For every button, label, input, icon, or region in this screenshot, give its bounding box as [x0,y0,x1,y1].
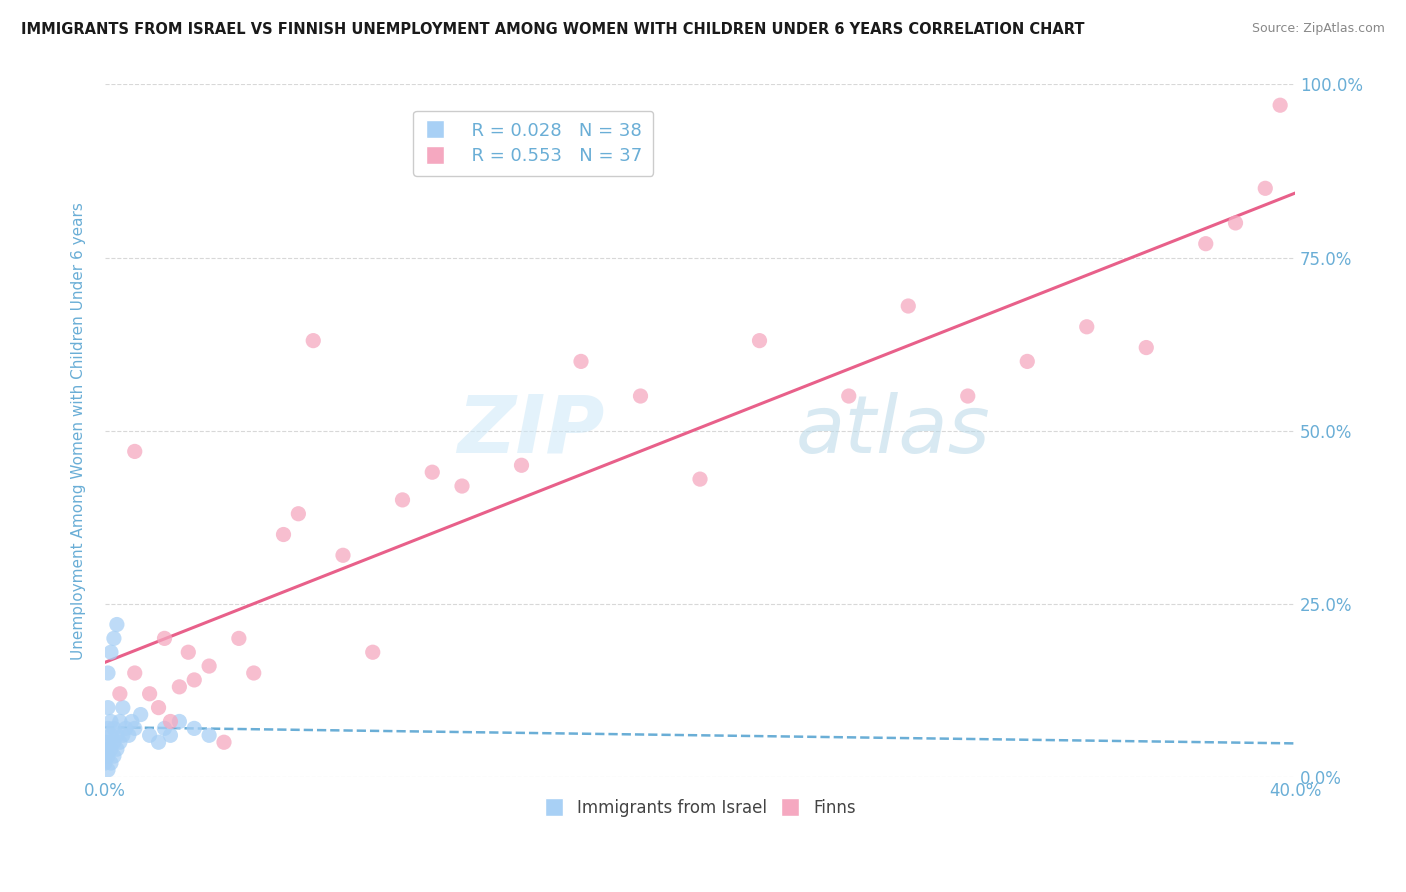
Point [129,707,152,722]
Point [391,492,413,507]
Point [124,665,146,680]
Point [228,632,250,646]
Point [121,714,143,729]
Text: ZIP: ZIP [457,392,605,470]
Point [1195,236,1218,251]
Point [897,299,920,313]
Point [183,722,205,736]
Point [510,458,533,473]
Point [287,507,309,521]
Point [420,465,443,479]
Point [183,673,205,687]
Point [212,735,235,749]
Text: atlas: atlas [796,392,990,470]
Point [100,728,122,742]
Point [103,632,125,646]
Point [105,617,128,632]
Y-axis label: Unemployment Among Women with Children Under 6 years: Unemployment Among Women with Children U… [72,202,86,659]
Point [361,645,384,659]
Point [138,687,160,701]
Point [108,714,131,729]
Point [97,749,120,764]
Legend: Immigrants from Israel, Finns: Immigrants from Israel, Finns [537,793,863,824]
Point [138,728,160,742]
Point [100,742,122,756]
Point [153,632,176,646]
Point [108,687,131,701]
Point [569,354,592,368]
Point [177,645,200,659]
Point [97,665,120,680]
Point [94,756,117,770]
Point [124,722,146,736]
Point [111,700,134,714]
Point [124,444,146,458]
Point [748,334,770,348]
Point [1076,319,1098,334]
Point [118,728,141,742]
Point [302,334,325,348]
Point [100,756,122,770]
Point [1268,98,1291,112]
Point [94,735,117,749]
Point [198,728,221,742]
Text: IMMIGRANTS FROM ISRAEL VS FINNISH UNEMPLOYMENT AMONG WOMEN WITH CHILDREN UNDER 6: IMMIGRANTS FROM ISRAEL VS FINNISH UNEMPL… [21,22,1084,37]
Point [94,749,117,764]
Point [148,700,170,714]
Point [169,714,191,729]
Point [1254,181,1277,195]
Point [159,714,181,729]
Point [159,728,181,742]
Point [689,472,711,486]
Point [451,479,474,493]
Point [956,389,979,403]
Point [97,735,120,749]
Text: Source: ZipAtlas.com: Source: ZipAtlas.com [1251,22,1385,36]
Point [103,722,125,736]
Point [1017,354,1039,368]
Point [97,722,120,736]
Point [105,742,128,756]
Point [198,659,221,673]
Point [332,549,354,563]
Point [97,700,120,714]
Point [242,665,264,680]
Point [1225,216,1247,230]
Point [630,389,652,403]
Point [114,722,136,736]
Point [103,735,125,749]
Point [100,645,122,659]
Point [94,742,117,756]
Point [97,763,120,777]
Point [169,680,191,694]
Point [111,728,134,742]
Point [273,527,295,541]
Point [103,749,125,764]
Point [148,735,170,749]
Point [105,728,128,742]
Point [1135,341,1157,355]
Point [838,389,860,403]
Point [100,714,122,729]
Point [153,722,176,736]
Point [108,735,131,749]
